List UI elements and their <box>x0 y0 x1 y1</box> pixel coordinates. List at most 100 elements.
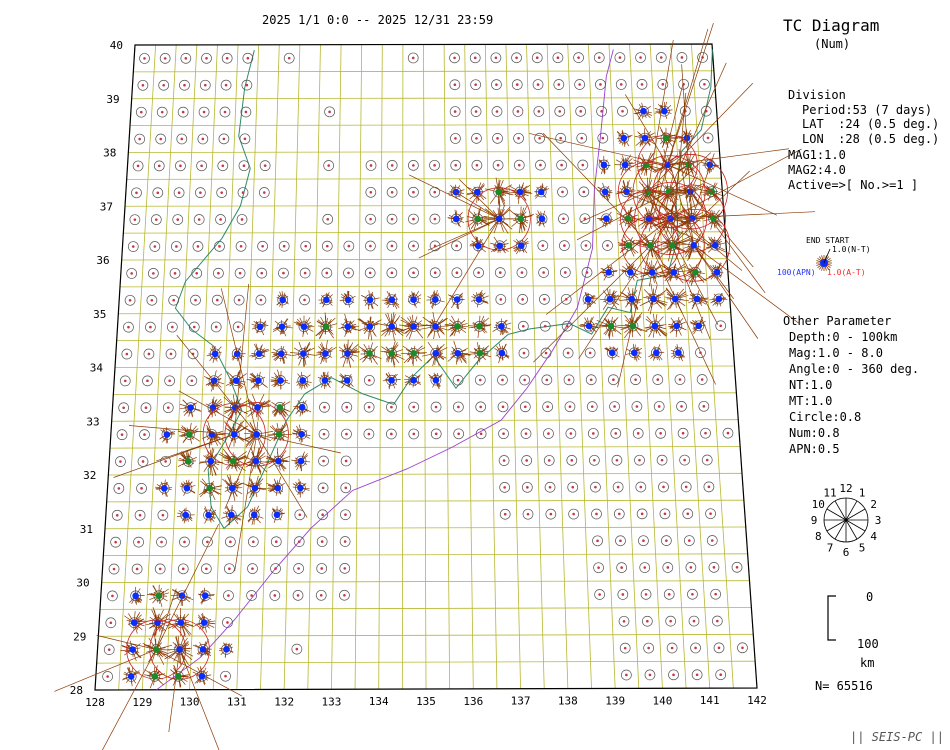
activity-ray <box>650 245 716 385</box>
grid-line-lat <box>133 70 714 73</box>
cell-circle <box>453 428 465 440</box>
cell-circle <box>679 454 690 466</box>
cell-circle <box>533 106 545 117</box>
grid-line-lat <box>99 607 752 610</box>
cell-circle <box>408 428 420 440</box>
cell-dot <box>343 567 347 570</box>
cell-dot <box>600 110 603 113</box>
cell-dot <box>432 349 440 357</box>
cell-dot <box>549 512 553 516</box>
cell-circle <box>638 105 649 117</box>
cell-dot <box>709 512 712 515</box>
cell-dot <box>583 217 587 221</box>
cell-circle <box>520 428 532 439</box>
cell-dot <box>454 323 461 330</box>
cell-dot <box>322 350 329 357</box>
cell-dot <box>206 484 213 492</box>
cell-dot <box>474 83 477 86</box>
cell-dot <box>524 432 528 435</box>
cell-dot <box>659 431 662 435</box>
cell-dot <box>160 110 164 114</box>
cell-circle <box>534 132 545 144</box>
cell-dot <box>498 322 505 330</box>
cell-circle <box>191 267 203 279</box>
cell-circle <box>693 320 705 332</box>
cell-dot <box>454 163 458 167</box>
cell-dot <box>522 351 526 355</box>
cell-circle <box>498 455 510 466</box>
cell-circle <box>157 509 169 521</box>
cell-dot <box>651 322 659 330</box>
x-tick-label: 133 <box>321 695 341 708</box>
cell-dot <box>205 57 208 60</box>
cell-dot <box>176 646 183 653</box>
cell-dot <box>517 242 525 249</box>
cell-dot <box>303 271 307 275</box>
cell-circle <box>208 375 220 387</box>
x-tick-label: 138 <box>558 695 578 708</box>
cell-circle <box>680 481 692 493</box>
cell-circle <box>640 589 652 600</box>
grid-line-lat <box>101 580 750 583</box>
legend-end-start: END START <box>806 236 850 245</box>
cell-dot <box>705 458 709 462</box>
cell-circle <box>542 401 553 413</box>
cell-circle <box>323 160 335 171</box>
cell-dot <box>198 672 206 680</box>
cell-dot <box>453 83 457 87</box>
cell-circle <box>219 106 231 118</box>
cell-circle <box>475 428 487 440</box>
clock-label: 5 <box>859 542 866 555</box>
cell-dot <box>242 164 246 168</box>
cell-dot <box>543 324 547 328</box>
cell-circle <box>217 160 229 172</box>
cell-dot <box>206 540 209 544</box>
cell-circle <box>531 52 543 64</box>
cell-circle <box>247 563 258 574</box>
clock-label: 4 <box>870 530 877 543</box>
cell-dot <box>325 244 329 248</box>
cell-dot <box>605 269 612 276</box>
cell-circle <box>137 456 149 467</box>
x-tick-label: 140 <box>652 694 672 707</box>
cell-dot <box>712 566 716 569</box>
activity-ray <box>529 133 668 166</box>
cell-circle <box>615 535 626 547</box>
cell-dot <box>689 566 693 569</box>
division-mag2: MAG2:4.0 <box>788 163 846 177</box>
cell-dot <box>412 405 416 409</box>
cell-circle <box>594 589 605 600</box>
cell-dot <box>141 83 145 87</box>
cell-dot <box>543 298 546 301</box>
cell-circle <box>706 535 718 546</box>
cell-dot <box>151 673 159 680</box>
cell-circle <box>497 401 509 413</box>
cell-dot <box>298 430 305 438</box>
clock-label: 1 <box>859 486 866 499</box>
cell-circle <box>696 374 708 385</box>
cell-dot <box>475 163 479 167</box>
cell-dot <box>623 646 627 650</box>
cell-circle <box>543 428 554 439</box>
cell-circle <box>710 588 721 600</box>
cell-circle <box>625 266 636 278</box>
cell-dot <box>683 134 691 142</box>
division-mag1: MAG1:1.0 <box>788 148 846 162</box>
cell-dot <box>692 619 696 623</box>
cell-dot <box>135 567 139 571</box>
cell-circle <box>270 536 282 548</box>
cell-dot <box>474 110 478 113</box>
cell-dot <box>704 431 707 435</box>
cell-circle <box>233 294 245 306</box>
cell-circle <box>621 669 632 681</box>
cell-circle <box>127 241 139 252</box>
x-tick-label: 129 <box>132 696 152 709</box>
cell-dot <box>454 349 462 357</box>
cell-circle <box>612 481 624 493</box>
cell-dot <box>369 164 373 167</box>
cell-dot <box>599 83 602 86</box>
cell-circle <box>644 669 656 681</box>
cell-dot <box>478 378 482 382</box>
activity-ray <box>691 153 715 219</box>
cell-circle <box>407 52 419 64</box>
